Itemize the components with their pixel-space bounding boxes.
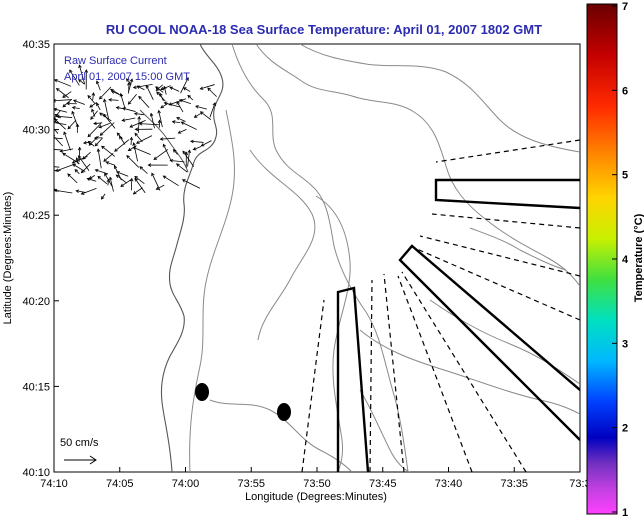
- current-legend-line1: Raw Surface Current: [64, 55, 167, 67]
- y-tick-label: 40:25: [22, 210, 50, 222]
- mooring-marker: [277, 403, 291, 421]
- y-tick-label: 40:35: [22, 39, 50, 51]
- map-title: RU COOL NOAA-18 Sea Surface Temperature:…: [106, 22, 542, 37]
- current-vector-head: [45, 169, 48, 172]
- x-tick-label: 73:50: [303, 478, 331, 490]
- colorbar-tick-label: 1: [622, 507, 628, 518]
- colorbar-tick-label: 5: [622, 170, 628, 182]
- current-vector-head: [43, 165, 46, 168]
- colorbar-tick-label: 2: [622, 423, 628, 435]
- temperature-colorbar: 7 6 5 4 3 2 1 Temperature (°C): [587, 1, 644, 518]
- current-vector-head: [51, 186, 54, 189]
- x-tick-label: 74:00: [172, 478, 200, 490]
- colorbar-label: Temperature (°C): [633, 213, 644, 302]
- x-axis-label: Longitude (Degrees:Minutes): [245, 491, 387, 503]
- current-vector-head: [48, 118, 51, 121]
- current-legend-line2: April 01, 2007 15:00 GMT: [64, 71, 190, 83]
- x-tick-label: 73:35: [500, 478, 528, 490]
- y-tick-label: 40:30: [22, 125, 50, 137]
- y-tick-label: 40:10: [22, 467, 50, 479]
- map-frame: [54, 44, 580, 472]
- colorbar-tick-label: 3: [622, 338, 628, 350]
- current-vector-head: [47, 120, 50, 123]
- x-tick-label: 73:55: [237, 478, 265, 490]
- mooring-marker: [195, 383, 209, 401]
- x-tick-label: 73:45: [369, 478, 397, 490]
- current-vector-head: [49, 136, 52, 139]
- x-tick-label: 74:10: [40, 478, 68, 490]
- colorbar-tick-label: 6: [622, 85, 628, 97]
- y-tick-label: 40:20: [22, 296, 50, 308]
- x-tick-label: 74:05: [106, 478, 134, 490]
- y-tick-label: 40:15: [22, 381, 50, 393]
- scale-arrow-label: 50 cm/s: [60, 437, 99, 449]
- map-panel: Raw Surface Current April 01, 2007 15:00…: [43, 44, 580, 472]
- x-tick-label: 73:40: [435, 478, 463, 490]
- colorbar-tick-label: 7: [622, 1, 628, 13]
- y-axis-label: Latitude (Degrees:Minutes): [2, 192, 14, 325]
- colorbar-tick-label: 4: [622, 254, 629, 266]
